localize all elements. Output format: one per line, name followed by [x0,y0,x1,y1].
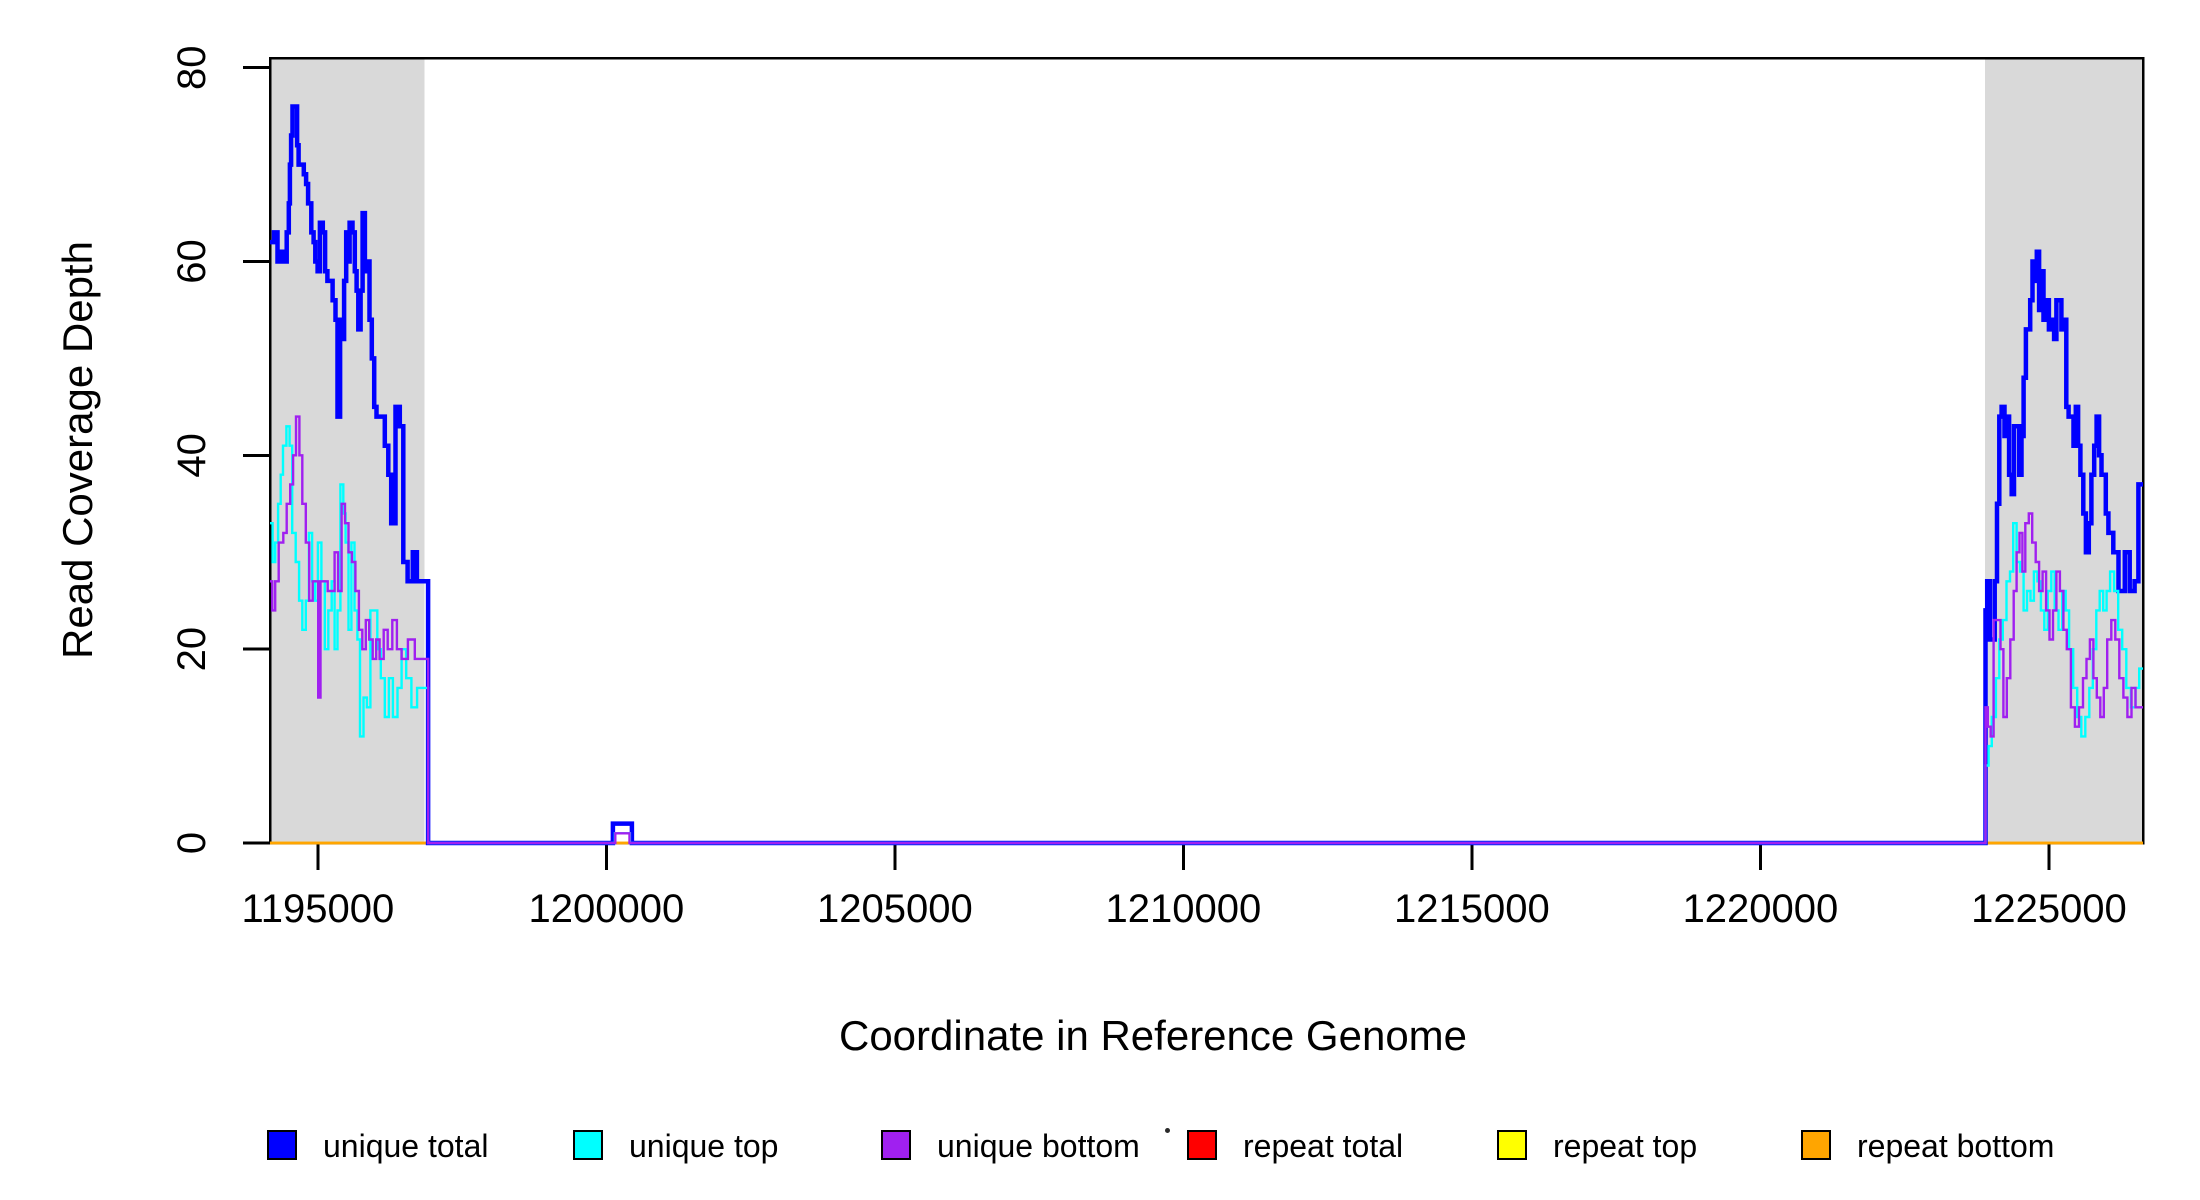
series-unique-top-line [270,425,2143,845]
x-tick-label: 1215000 [1394,887,1550,931]
x-tick-label: 1210000 [1106,887,1262,931]
x-tick-label: 1220000 [1683,887,1839,931]
series-unique-bottom-line [270,415,2143,845]
y-axis-title: Read Coverage Depth [54,241,101,659]
stray-dot [1165,1128,1170,1133]
y-tick-label: 60 [170,239,214,284]
x-tick-label: 1225000 [1971,887,2127,931]
x-tick-label: 1195000 [242,887,395,931]
y-tick-label: 80 [170,45,214,90]
y-tick-label: 20 [170,627,214,672]
x-tick-label: 1200000 [529,887,685,931]
plot-frame [268,56,2145,845]
x-tick-label: 1205000 [817,887,973,931]
highlight-band-1 [1985,58,2143,843]
y-tick-label: 40 [170,433,214,478]
series-unique-total-line [270,104,2143,846]
x-axis-title: Coordinate in Reference Genome [838,1012,1468,1059]
y-tick-label: 0 [170,832,214,854]
